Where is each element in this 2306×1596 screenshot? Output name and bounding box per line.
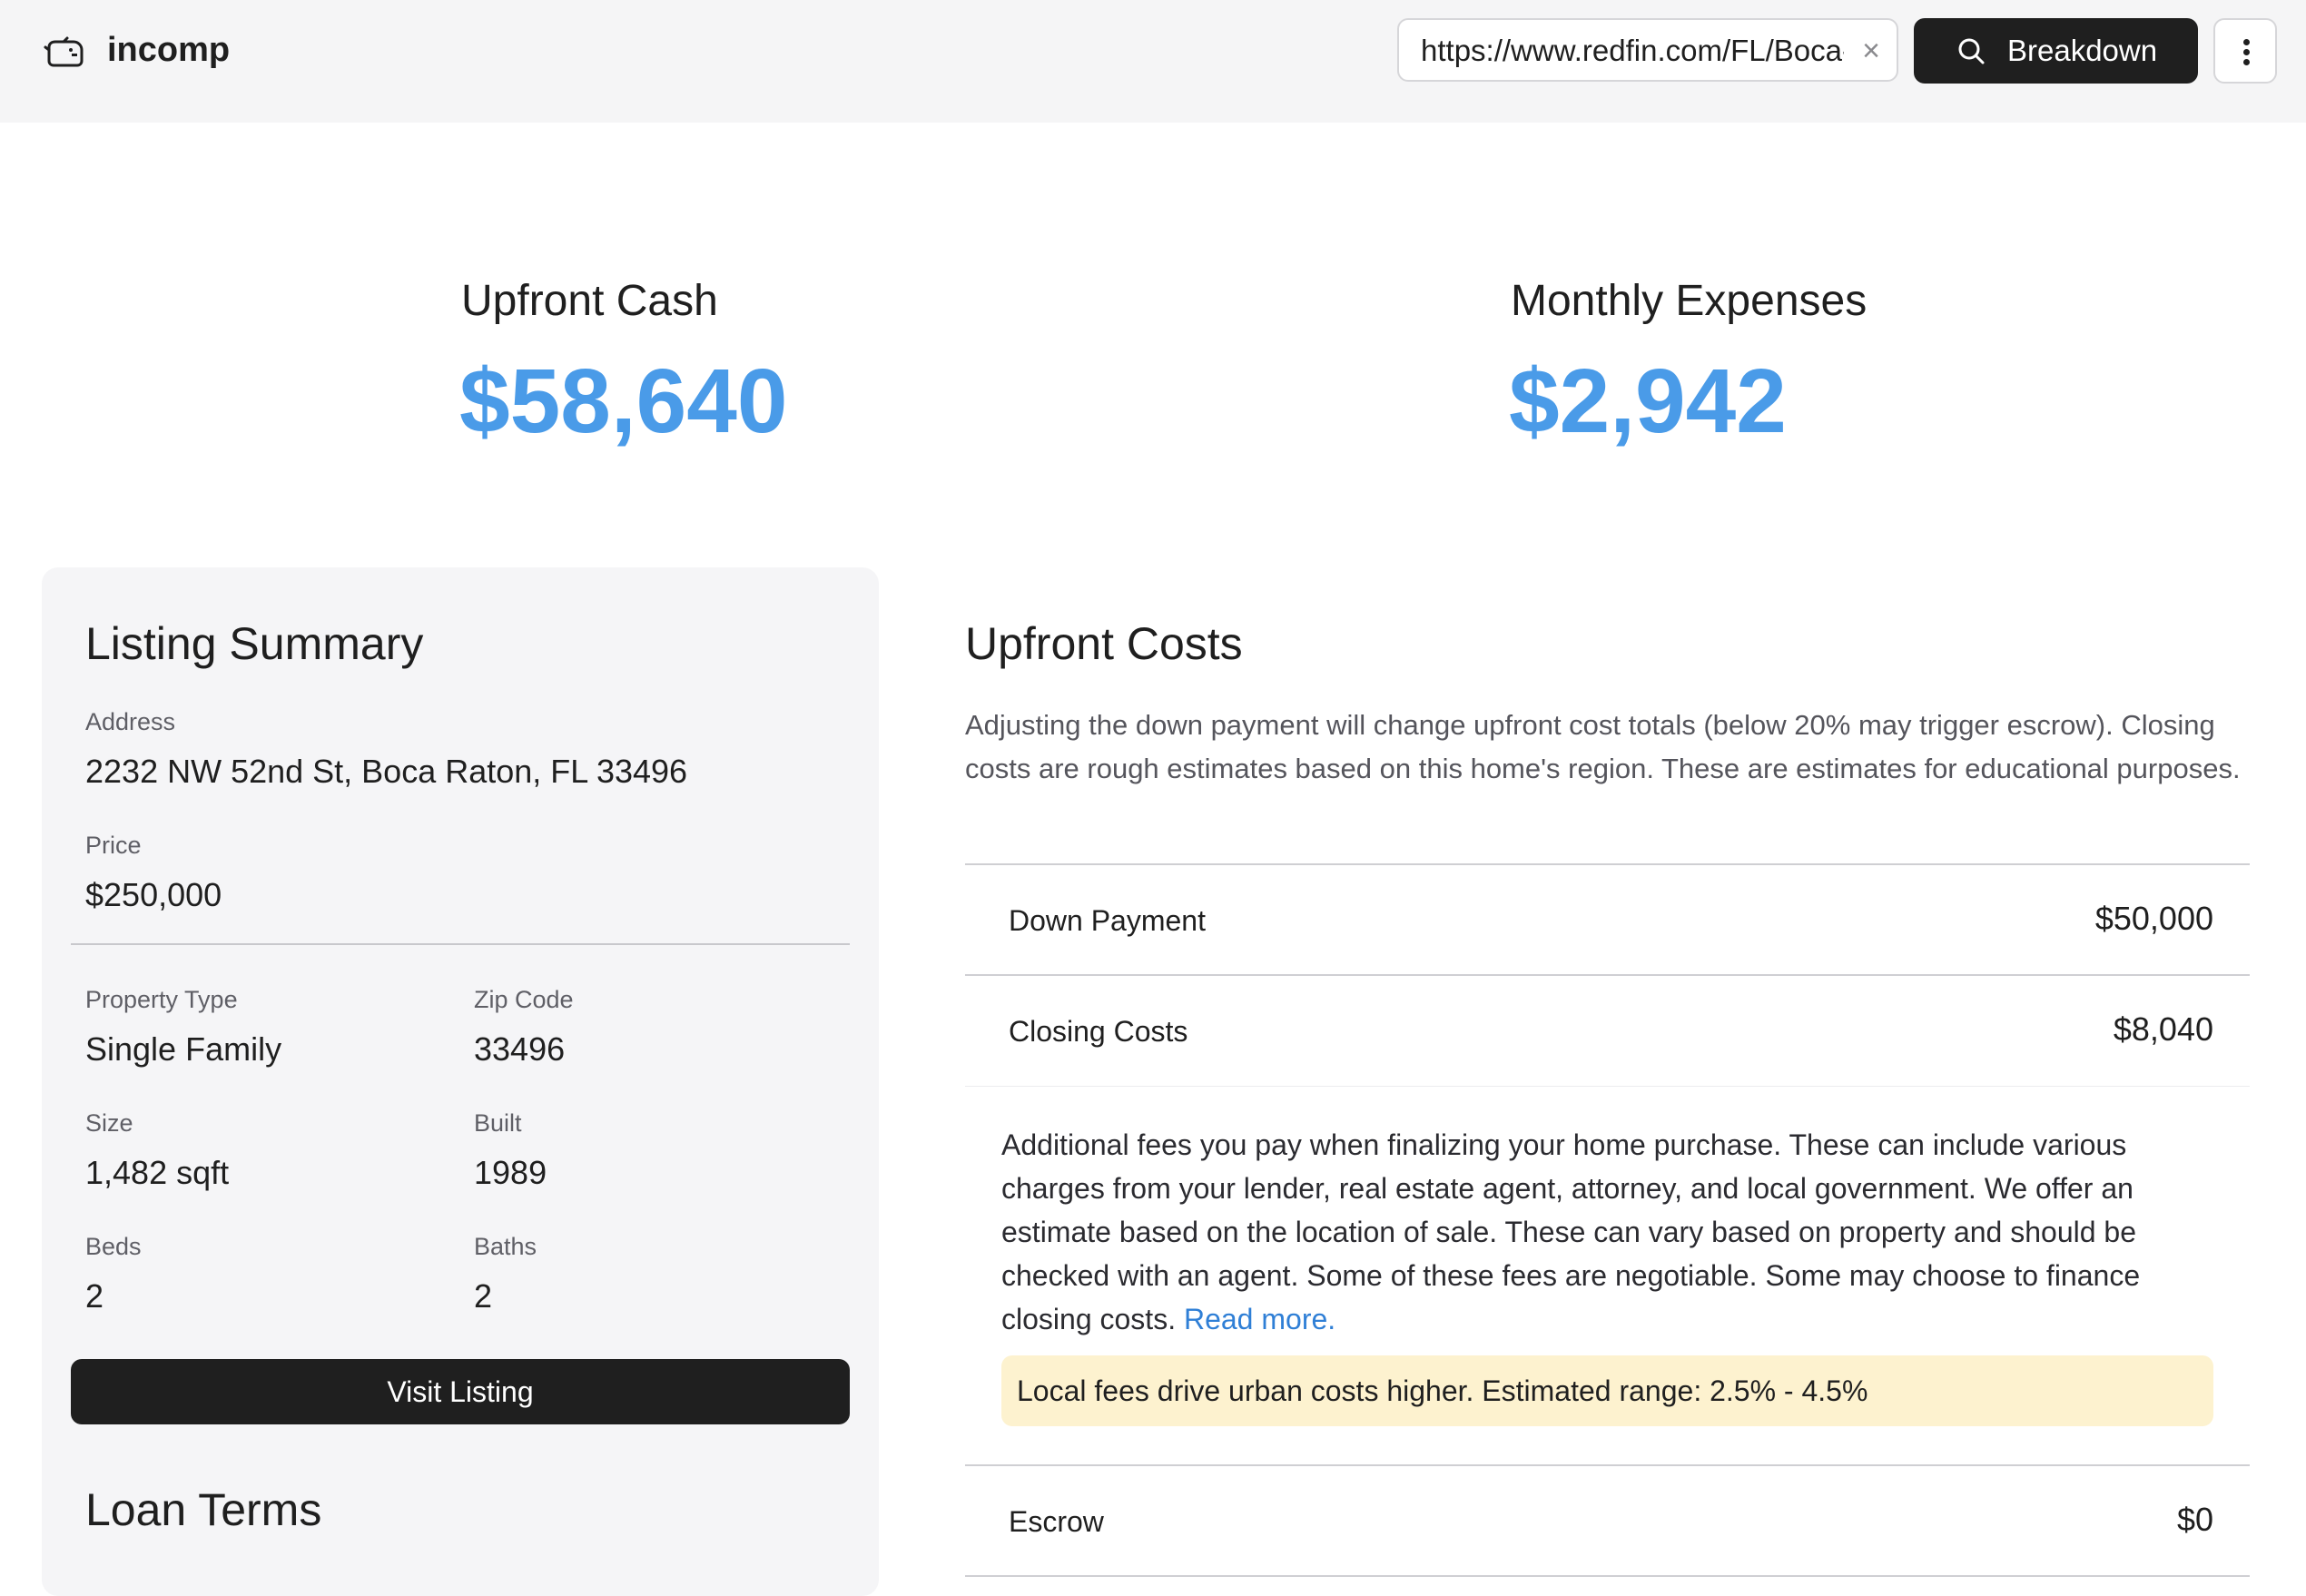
upfront-costs-intro: Adjusting the down payment will change u… xyxy=(965,709,2241,784)
upfront-costs-title: Upfront Costs xyxy=(965,618,1243,669)
closing-costs-label[interactable]: Closing Costs xyxy=(1009,1015,1188,1048)
size-label: Size xyxy=(85,1109,133,1137)
zip-code-value: 33496 xyxy=(474,1030,566,1068)
closing-costs-note-text: Local fees drive urban costs higher. Est… xyxy=(1017,1374,1868,1407)
address-value: 2232 NW 52nd St, Boca Raton, FL 33496 xyxy=(85,753,688,790)
listing-summary-card xyxy=(42,567,879,1596)
summary-divider xyxy=(71,943,850,945)
property-type-value: Single Family xyxy=(85,1030,282,1068)
closing-costs-explanation-text: Additional fees you pay when finalizing … xyxy=(1001,1128,2141,1335)
size-value: 1,482 sqft xyxy=(85,1154,230,1191)
breakdown-button[interactable]: Breakdown xyxy=(1914,18,2198,84)
beds-value: 2 xyxy=(85,1277,104,1315)
price-label: Price xyxy=(85,832,142,859)
close-icon[interactable]: × xyxy=(1862,34,1880,68)
beds-label: Beds xyxy=(85,1233,142,1260)
listing-summary-title: Listing Summary xyxy=(85,618,424,669)
row-divider xyxy=(965,1464,2250,1466)
zip-code-label: Zip Code xyxy=(474,986,574,1013)
closing-costs-explanation: Additional fees you pay when finalizing … xyxy=(1001,1123,2222,1341)
property-type-label: Property Type xyxy=(85,986,238,1013)
piggy-bank-icon xyxy=(44,36,84,67)
monthly-expenses-value: $2,942 xyxy=(1509,350,1787,452)
baths-value: 2 xyxy=(474,1277,493,1315)
more-vertical-icon[interactable] xyxy=(2213,18,2277,84)
url-input[interactable] xyxy=(1421,31,1844,71)
built-label: Built xyxy=(474,1109,522,1137)
closing-costs-value: $8,040 xyxy=(2113,1010,2213,1048)
read-more-link[interactable]: Read more. xyxy=(1183,1303,1336,1335)
escrow-label: Escrow xyxy=(1009,1505,1104,1538)
monthly-expenses-label: Monthly Expenses xyxy=(1511,277,1867,325)
upfront-cash-label: Upfront Cash xyxy=(461,277,718,325)
breakdown-label: Breakdown xyxy=(2007,34,2158,67)
app-name: incomp xyxy=(107,31,231,69)
escrow-value: $0 xyxy=(2176,1501,2213,1538)
down-payment-value: $50,000 xyxy=(2094,900,2213,937)
price-value: $250,000 xyxy=(85,876,222,913)
loan-terms-title: Loan Terms xyxy=(85,1484,322,1535)
search-icon xyxy=(1958,38,1985,64)
upfront-cash-value: $58,640 xyxy=(459,350,788,452)
url-field[interactable]: × xyxy=(1397,18,1898,82)
down-payment-label: Down Payment xyxy=(1009,904,1206,937)
built-value: 1989 xyxy=(474,1154,547,1191)
address-label: Address xyxy=(85,708,176,735)
row-divider xyxy=(965,1575,2250,1577)
row-divider xyxy=(965,974,2250,976)
baths-label: Baths xyxy=(474,1233,537,1260)
row-divider xyxy=(965,863,2250,865)
visit-listing-button[interactable]: Visit Listing xyxy=(71,1359,850,1424)
closing-costs-note: Local fees drive urban costs higher. Est… xyxy=(1001,1355,2213,1426)
row-divider xyxy=(965,1086,2250,1087)
